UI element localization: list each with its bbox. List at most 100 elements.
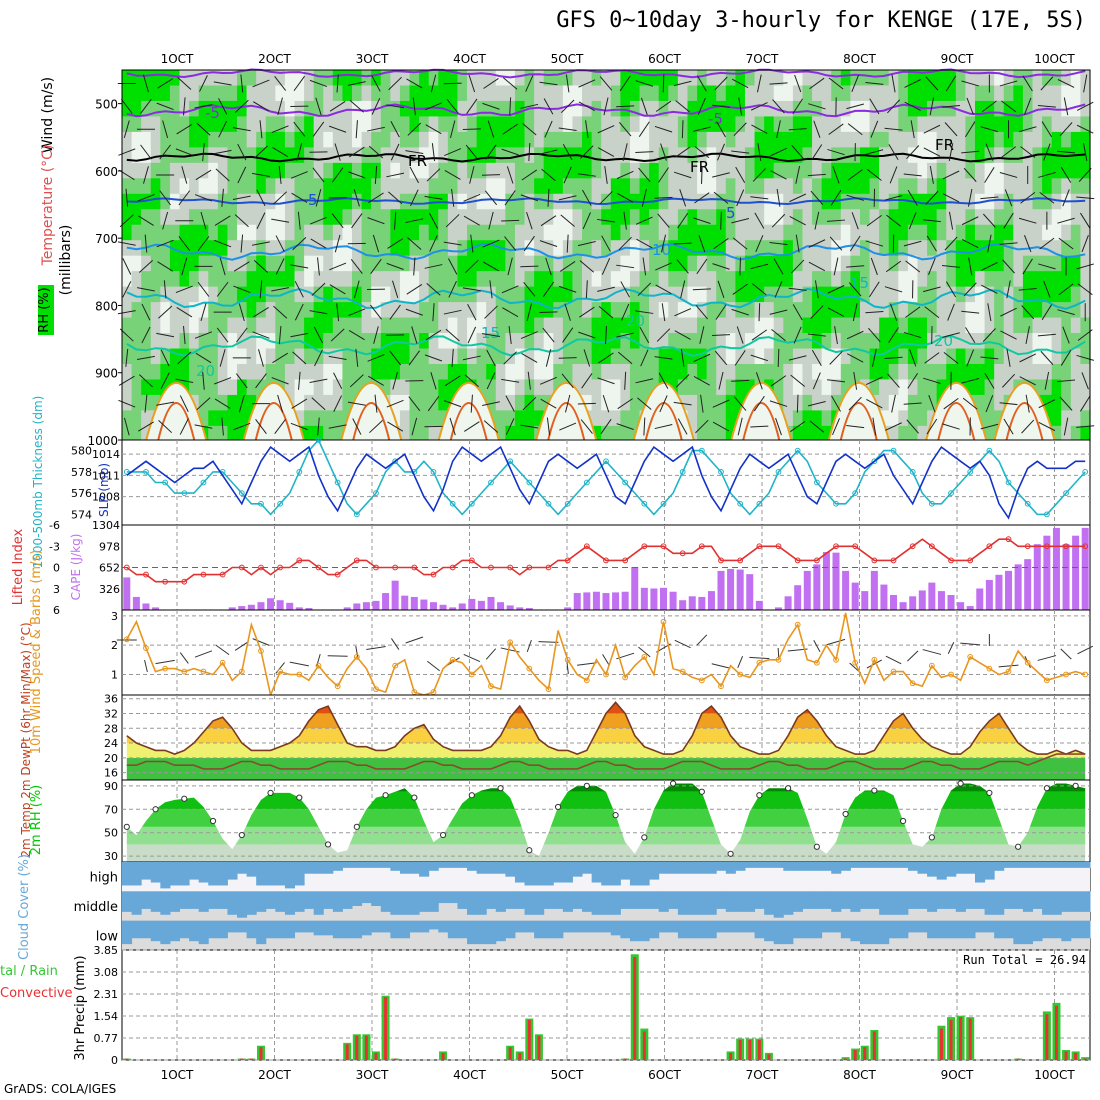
rh-cell	[677, 224, 689, 241]
wind-barb	[118, 148, 136, 156]
rh-cell	[323, 271, 334, 288]
rh-cell	[246, 100, 257, 118]
wind-barb	[923, 147, 941, 157]
cloud-cell	[352, 862, 363, 868]
rh-cell	[591, 70, 602, 87]
contour-label: 5	[308, 191, 318, 209]
rh-cell	[687, 333, 698, 350]
wind-barb	[849, 235, 861, 252]
rh-cell	[141, 209, 152, 226]
wind-barb	[355, 348, 359, 367]
rh-cell	[582, 70, 593, 87]
wind-barb	[982, 328, 996, 342]
cloud-cell	[831, 891, 842, 912]
wind-barb	[793, 326, 802, 344]
rh-cell	[505, 286, 516, 303]
wind-barb	[884, 356, 903, 360]
precip-conv-bar	[537, 1035, 541, 1060]
rh-cell	[562, 131, 574, 148]
wind-barb	[233, 285, 251, 294]
rh-cell	[505, 302, 516, 319]
wind-barb	[923, 124, 941, 134]
wind-barb	[999, 242, 1018, 245]
wind-barb	[215, 168, 230, 182]
rh-cell	[208, 162, 219, 179]
pressure-tick-label: 900	[95, 367, 118, 381]
wind-barb	[943, 397, 959, 410]
rh-cell	[390, 363, 401, 381]
rh-cell	[1051, 394, 1062, 411]
wind-barb	[541, 168, 556, 182]
rh-cell	[1022, 100, 1034, 118]
rh-cell	[582, 131, 593, 148]
rh-cell	[122, 178, 133, 195]
rh-cell	[486, 209, 497, 226]
rh-cell	[1013, 85, 1024, 102]
rh-cell	[706, 286, 717, 303]
rh-cell	[591, 317, 602, 334]
rh-cell	[246, 70, 257, 87]
rh-cell	[553, 162, 564, 179]
rh-cell	[208, 100, 219, 118]
wind-barb	[486, 372, 496, 390]
rh-cell	[572, 348, 583, 365]
rh-cell	[562, 162, 574, 179]
rh-cell	[582, 363, 593, 381]
wind-barb	[673, 401, 692, 406]
wind-barb	[963, 282, 977, 297]
pressure-tick-label: 1000	[87, 434, 118, 448]
rh-cell	[802, 348, 813, 365]
rh-cell	[122, 379, 133, 396]
wind-barb	[539, 240, 558, 247]
rh-cell	[840, 379, 851, 396]
wind-barb	[309, 378, 328, 384]
wind-barb	[985, 143, 994, 161]
rh-cell	[994, 317, 1005, 334]
rh-point	[382, 792, 389, 799]
rh-cell	[725, 379, 736, 396]
rh-cell	[237, 209, 248, 226]
wind-barb	[769, 82, 788, 85]
warm-surface-contour-inner	[839, 402, 878, 441]
rh-cell	[591, 147, 602, 164]
surface-wind-barb	[194, 650, 213, 658]
wind-barb	[966, 349, 975, 367]
rh-cell	[131, 162, 142, 179]
cloud-cell	[1042, 920, 1053, 939]
rh-cell	[859, 348, 871, 365]
wind-barb	[448, 280, 457, 298]
rh-cell	[141, 131, 152, 148]
wind-speed-line-point	[871, 656, 878, 663]
rh-cell	[160, 116, 171, 133]
rh-cell	[974, 85, 986, 102]
rh-cell	[812, 224, 823, 241]
rh-cell	[994, 333, 1005, 350]
rh-cell	[936, 162, 947, 179]
rh-cell	[1061, 224, 1072, 241]
wind-barb	[1057, 217, 1075, 224]
cloud-cell	[534, 920, 545, 939]
wind-barb	[199, 75, 208, 92]
rh-cell	[409, 147, 420, 164]
rh-cell	[840, 363, 851, 381]
rh-cell	[122, 209, 133, 226]
cloud-cell	[639, 920, 650, 942]
rh-cell	[227, 147, 238, 164]
rh-cell	[1042, 394, 1053, 411]
wind-speed-line-point	[526, 665, 533, 672]
rh-cell	[572, 70, 583, 87]
rh-cell	[304, 302, 315, 319]
wind-barb	[1025, 394, 1030, 413]
rh-cell	[591, 162, 602, 179]
rh-cell	[1022, 70, 1034, 87]
rh-cell	[1013, 333, 1024, 350]
rh-cell	[974, 162, 986, 179]
bottom-x-tick-label: 8OCT	[843, 1068, 876, 1082]
rh-cell	[783, 209, 794, 226]
rh-cell	[620, 162, 631, 179]
rh-tick-label: 50	[104, 827, 118, 840]
wind-barb	[847, 353, 864, 363]
rh-cell	[917, 255, 928, 272]
rh-cell	[361, 302, 372, 319]
wind-barb	[140, 98, 152, 114]
